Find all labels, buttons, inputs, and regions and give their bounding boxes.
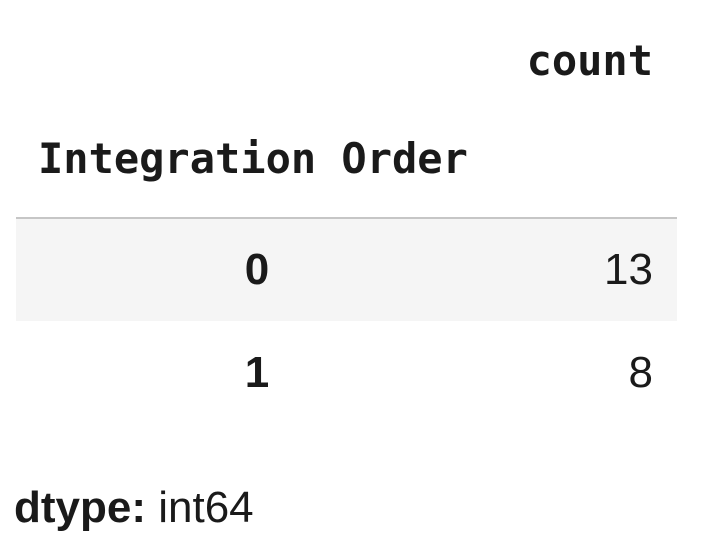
- table-body: 0 13 1 8: [16, 218, 677, 424]
- index-name-label: Integration Order: [16, 100, 498, 219]
- blank-header-cell: [16, 20, 498, 100]
- table-row: 0 13: [16, 218, 677, 321]
- dtype-label: dtype:: [14, 483, 146, 532]
- dtype-line: dtype: int64: [14, 480, 720, 535]
- value-cell: 13: [604, 245, 653, 294]
- column-header-row: count: [16, 20, 677, 100]
- index-name-row: Integration Order: [16, 100, 677, 219]
- table-header: count Integration Order: [16, 20, 677, 219]
- dtype-value: int64: [158, 483, 254, 532]
- value-counts-table: count Integration Order 0 13 1 8: [16, 20, 677, 424]
- value-column-header: count: [526, 35, 653, 85]
- value-cell: 8: [628, 347, 653, 397]
- table-row: 1 8: [16, 321, 677, 424]
- blank-header-cell: [498, 100, 677, 219]
- index-cell: 1: [244, 347, 270, 397]
- index-cell: 0: [244, 245, 270, 294]
